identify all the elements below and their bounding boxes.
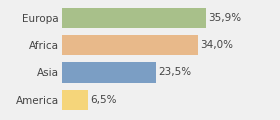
Bar (62, 8, 206, 28)
Bar (62, 90, 88, 110)
Text: 23,5%: 23,5% (158, 67, 192, 78)
Text: 6,5%: 6,5% (90, 95, 117, 105)
Bar (62, 35, 198, 55)
Bar (62, 62, 156, 83)
Text: 34,0%: 34,0% (200, 40, 234, 50)
Text: 35,9%: 35,9% (208, 13, 241, 23)
